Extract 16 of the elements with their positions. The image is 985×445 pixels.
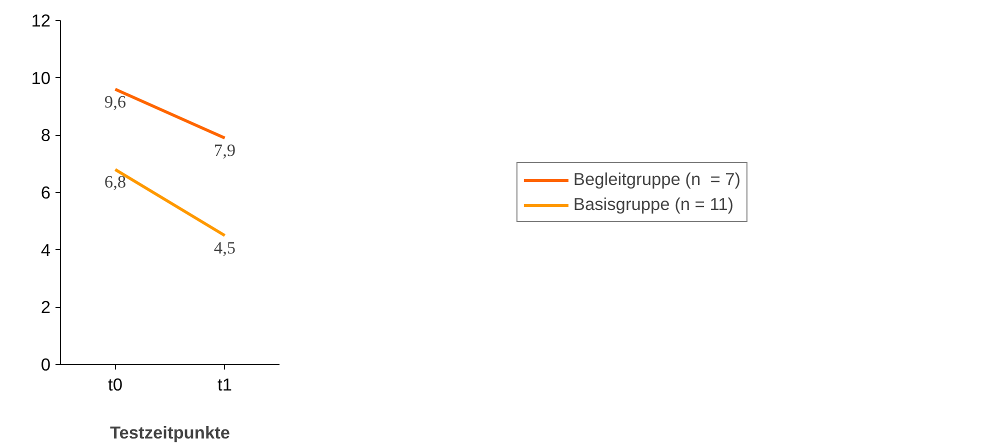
y-tick-label: 2 xyxy=(40,297,51,318)
legend-label: Begleitgruppe (n = 7) xyxy=(573,169,741,190)
data-label: 4,5 xyxy=(214,238,236,258)
data-label: 9,6 xyxy=(104,92,126,112)
data-label: 7,9 xyxy=(214,141,236,160)
y-tick-label: 8 xyxy=(40,125,51,146)
y-tick-label: 12 xyxy=(31,10,51,30)
x-tick-label: t0 xyxy=(108,374,122,394)
x-tick-label: t1 xyxy=(218,374,232,394)
legend-label: Basisgruppe (n = 11) xyxy=(573,194,734,215)
y-tick-label: 4 xyxy=(40,240,51,260)
y-tick-label: 10 xyxy=(31,68,51,88)
y-tick-label: 0 xyxy=(40,354,51,374)
x-axis-title: Testzeitpunkte xyxy=(110,422,230,442)
y-tick-label: 6 xyxy=(40,182,51,202)
data-label: 6,8 xyxy=(104,172,126,192)
